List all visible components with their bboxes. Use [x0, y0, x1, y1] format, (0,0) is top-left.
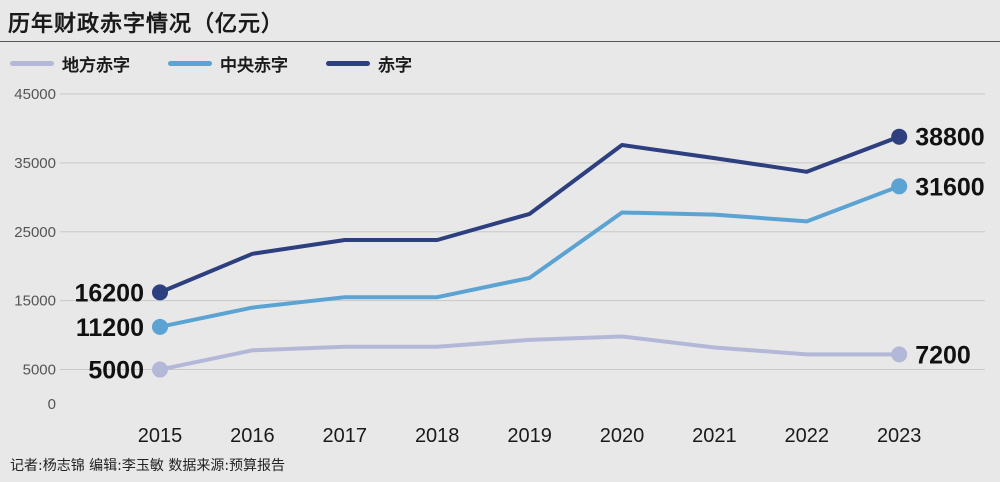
data-label-central-2023: 31600	[915, 173, 985, 201]
legend-item-total: 赤字	[326, 51, 412, 76]
data-point-central-2023	[891, 178, 908, 195]
y-tick-label-0: 0	[48, 396, 56, 413]
legend-item-local: 地方赤字	[10, 51, 130, 76]
x-tick-label-2018: 2018	[415, 425, 460, 447]
x-tick-label-2019: 2019	[507, 425, 552, 447]
y-tick-label-45000: 45000	[14, 86, 56, 103]
legend-swatch-total	[326, 61, 370, 66]
series-line-total	[158, 134, 902, 295]
x-tick-label-2023: 2023	[877, 425, 922, 447]
data-label-local-2023: 7200	[915, 341, 971, 369]
legend: 地方赤字 中央赤字 赤字	[10, 51, 450, 76]
data-label-total-2015: 16200	[74, 279, 144, 307]
chart-title: 历年财政赤字情况（亿元）	[8, 12, 285, 37]
legend-item-central: 中央赤字	[168, 51, 288, 76]
series-line-central	[158, 184, 902, 329]
legend-swatch-local	[10, 61, 54, 66]
title-divider	[0, 41, 1000, 42]
data-point-central-2015	[152, 318, 168, 335]
data-point-total-2023	[891, 128, 908, 145]
legend-label-total: 赤字	[378, 56, 412, 76]
data-label-local-2015: 5000	[88, 357, 144, 385]
data-point-local-2023	[891, 346, 908, 363]
x-tick-label-2020: 2020	[600, 425, 645, 447]
series-line-local	[158, 334, 902, 372]
data-label-total-2023: 38800	[915, 124, 985, 152]
legend-label-central: 中央赤字	[220, 56, 288, 76]
legend-label-local: 地方赤字	[62, 56, 130, 76]
data-label-central-2015: 11200	[76, 314, 144, 342]
data-point-local-2015	[152, 361, 168, 378]
x-tick-label-2015: 2015	[138, 425, 183, 447]
y-tick-label-15000: 15000	[14, 293, 56, 310]
x-tick-label-2016: 2016	[230, 425, 275, 447]
y-tick-label-25000: 25000	[14, 224, 56, 241]
x-tick-label-2021: 2021	[692, 425, 737, 447]
y-tick-label-5000: 5000	[23, 362, 56, 379]
y-tick-label-35000: 35000	[14, 155, 56, 172]
data-point-total-2015	[152, 284, 168, 301]
x-tick-label-2022: 2022	[785, 425, 830, 447]
legend-swatch-central	[168, 61, 212, 66]
credits-footer: 记者:杨志锦 编辑:李玉敏 数据来源:预算报告	[10, 458, 286, 474]
x-tick-label-2017: 2017	[323, 425, 368, 447]
